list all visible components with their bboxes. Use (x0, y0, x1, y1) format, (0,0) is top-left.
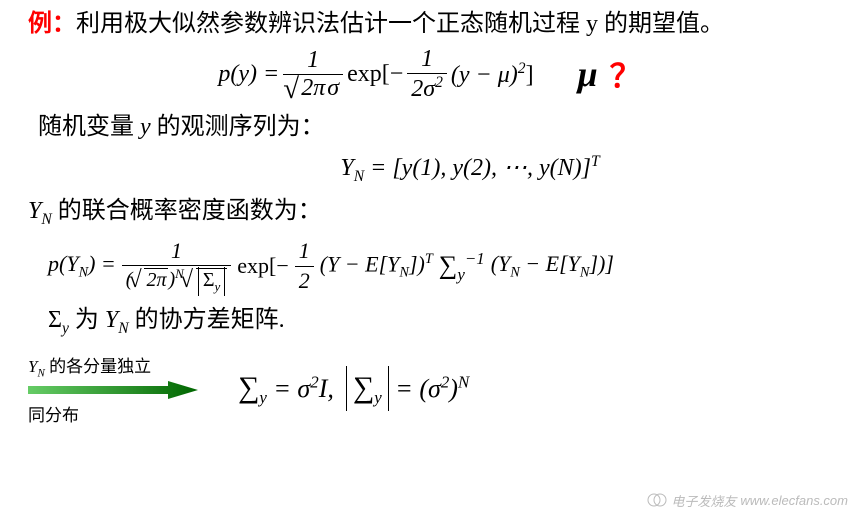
arrow-label-top: YN 的各分量独立 (28, 352, 208, 379)
f1-frac2: 1 2σ2 (407, 46, 447, 103)
title-body: 利用极大似然参数辨识法估计一个正态随机过程 y 的期望值。 (76, 11, 724, 37)
watermark-url: www.elecfans.com (740, 493, 848, 508)
formula-joint-pdf: p(YN) = 1 (2π)NΣy exp[− 1 2 (Y − E[YN])T… (48, 237, 832, 296)
arrow-box: YN 的各分量独立 同分布 (28, 352, 208, 426)
formula-pdf-normal: p(y) = 1 2πσ exp[− 1 2σ2 (y − μ)2] μ ？ (28, 46, 832, 103)
arrow-icon (28, 381, 198, 399)
joint-pdf-label: YN 的联合概率密度函数为： (28, 195, 832, 231)
formula-sigma-result: ∑y = σ2I, ∑y = (σ2)N (238, 366, 469, 411)
f3-frac: 1 (2π)NΣy (122, 237, 231, 296)
arrow-label-bottom: 同分布 (28, 401, 208, 426)
question-mark: ？ (610, 51, 642, 97)
sqrt-2pi: 2π (287, 75, 327, 102)
watermark: 电子发烧友 www.elecfans.com (647, 490, 848, 510)
logo-icon (647, 490, 667, 510)
f3-half: 1 2 (295, 237, 314, 295)
arrow-conclusion: YN 的各分量独立 同分布 ∑y = σ2I, ∑y = (σ2)N (28, 352, 832, 426)
mu-symbol: μ (578, 53, 598, 95)
f1-lhs: p(y) = (218, 61, 279, 88)
formula-observation-vector: YN = [y(1), y(2), ⋯, y(N)]T (108, 152, 832, 187)
f1-frac1: 1 2πσ (283, 47, 343, 102)
example-title: 例：利用极大似然参数辨识法估计一个正态随机过程 y 的期望值。 (28, 8, 832, 42)
example-prefix: 例： (28, 11, 76, 37)
covariance-label: Σy 为 YN 的协方差矩阵. (48, 304, 832, 340)
watermark-brand: 电子发烧友 (671, 491, 736, 510)
f1-exp: exp[− (347, 61, 403, 88)
observation-sequence-label: 随机变量 y 的观测序列为： (38, 111, 832, 145)
